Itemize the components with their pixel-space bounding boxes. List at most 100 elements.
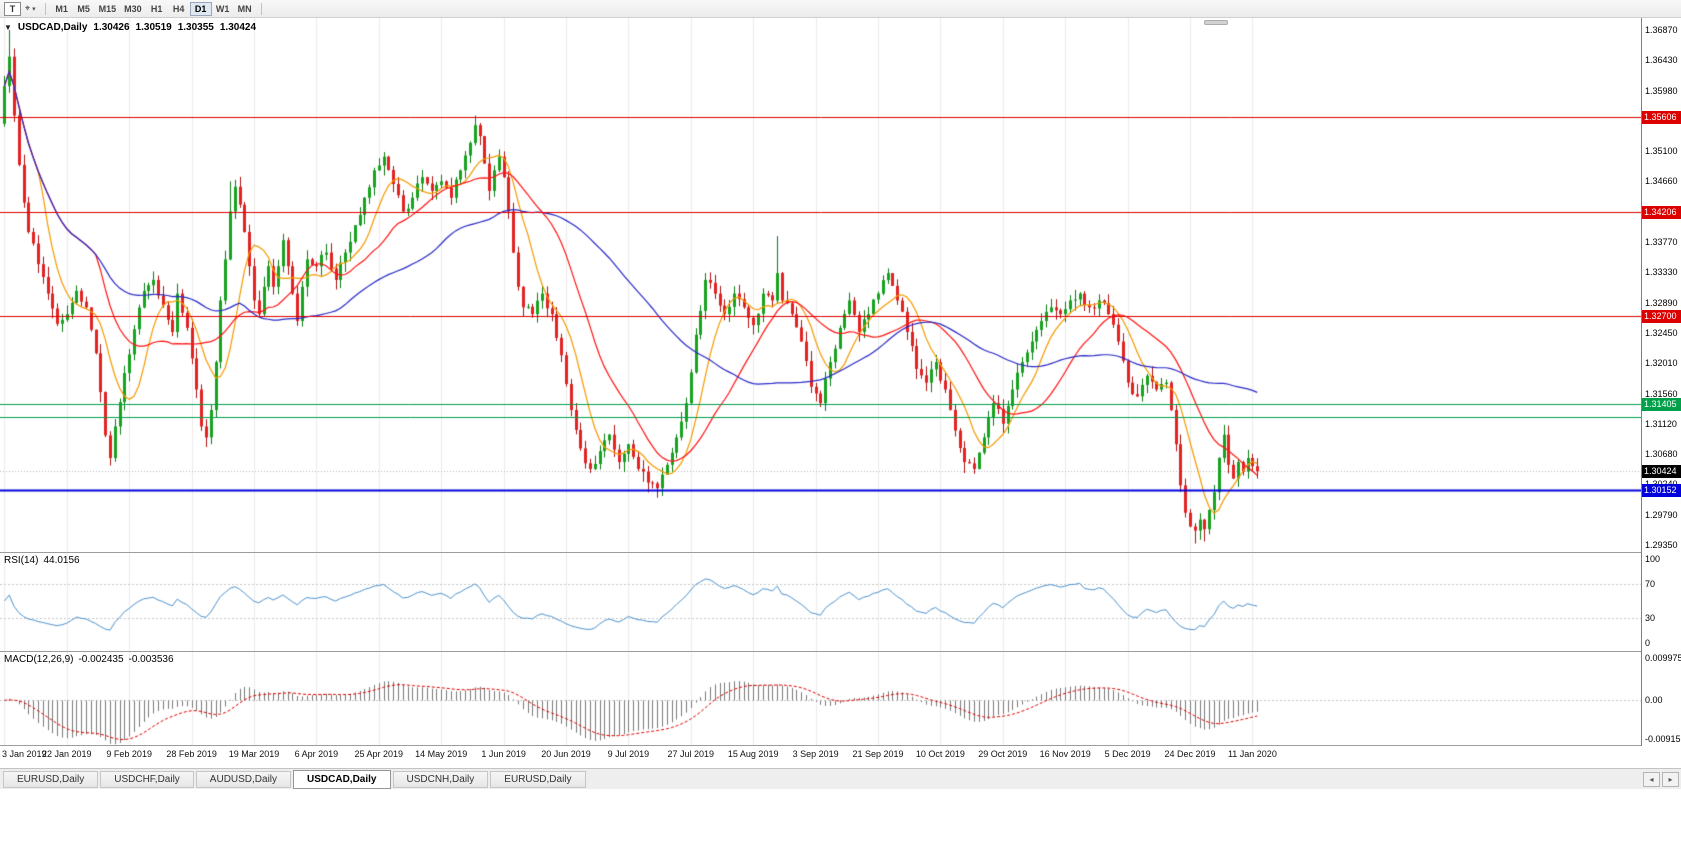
tab-audusd-daily[interactable]: AUDUSD,Daily [195, 770, 292, 788]
date-axis-label: 10 Oct 2019 [915, 749, 965, 759]
date-axis-label: 19 Mar 2019 [228, 749, 280, 759]
timeframe-m1-button[interactable]: M1 [51, 2, 73, 16]
macd-value: -0.002435 [78, 654, 124, 665]
date-axis-label: 16 Nov 2019 [1039, 749, 1091, 759]
toolbar-separator [44, 2, 46, 15]
tab-scroll-left-button[interactable]: ◂ [1643, 771, 1660, 787]
date-axis-label: 24 Dec 2019 [1164, 749, 1216, 759]
price-axis-label: 1.33770 [1645, 237, 1678, 248]
symbol-quote-header: ▼ USDCAD,Daily 1.30426 1.30519 1.30355 1… [4, 22, 256, 33]
tab-usdchf-daily[interactable]: USDCHF,Daily [100, 770, 194, 788]
date-axis-label: 6 Apr 2019 [294, 749, 339, 759]
rsi-indicator-label: RSI(14) 44.0156 [4, 555, 80, 566]
top-toolbar: T ⌖ ▾ M1 M5 M15 M30 H1 H4 D1 W1 MN [0, 0, 1681, 18]
rsi-panel-canvas[interactable] [0, 553, 1641, 651]
price-axis-label: 1.29350 [1645, 539, 1678, 550]
timeframe-h1-button[interactable]: H1 [146, 2, 168, 16]
time-axis[interactable]: 3 Jan 2019 22 Jan 2019 9 Feb 2019 28 Feb 20… [0, 746, 1681, 762]
timeframe-m5-button[interactable]: M5 [73, 2, 95, 16]
panel-divider[interactable] [0, 552, 1681, 553]
date-axis-label: 22 Jan 2019 [42, 749, 92, 759]
tab-eurusd-daily-2[interactable]: EURUSD,Daily [490, 770, 586, 788]
quote-high: 1.30519 [135, 22, 172, 33]
rsi-axis-label: 0 [1645, 638, 1651, 648]
one-click-trading-toggle-icon[interactable]: ▼ [4, 23, 12, 32]
rsi-axis-label: 70 [1645, 579, 1656, 590]
price-line-badge: 1.32700 [1642, 309, 1681, 323]
tab-scroll-right-button[interactable]: ▸ [1662, 771, 1679, 787]
macd-axis-label: -0.00915 [1645, 734, 1681, 744]
price-axis-label: 1.36870 [1645, 24, 1678, 35]
date-axis-label: 3 Jan 2019 [2, 749, 47, 759]
macd-signal-value: -0.003536 [128, 654, 174, 665]
timeframe-m30-button[interactable]: M30 [120, 2, 146, 16]
price-line-badge: 1.34206 [1642, 206, 1681, 220]
macd-indicator-label: MACD(12,26,9) -0.002435 -0.003536 [4, 654, 174, 665]
timeframe-d1-button[interactable]: D1 [189, 1, 212, 16]
date-axis-label: 1 Jun 2019 [481, 749, 526, 759]
timeframe-mn-button[interactable]: MN [234, 2, 256, 16]
macd-panel-canvas[interactable] [0, 652, 1641, 745]
date-axis-label: 14 May 2019 [415, 749, 468, 759]
price-axis-label: 1.31120 [1645, 418, 1677, 429]
chart-scroll-thumb[interactable] [1204, 20, 1228, 25]
price-axis-label: 1.36430 [1645, 55, 1678, 66]
rsi-value: 44.0156 [43, 555, 80, 566]
price-line-badge: 1.31405 [1642, 398, 1681, 412]
date-axis-label: 9 Feb 2019 [106, 749, 152, 759]
symbol-title: USDCAD,Daily [17, 22, 88, 33]
date-axis-label: 21 Sep 2019 [852, 749, 904, 759]
price-axis[interactable]: 1.368701.364301.359801.355401.351001.346… [1641, 18, 1681, 746]
chart-tool-dropdown-button[interactable]: ⌖ ▾ [21, 2, 40, 16]
price-axis-label: 1.32450 [1645, 327, 1678, 338]
macd-name: MACD(12,26,9) [4, 654, 74, 665]
macd-axis-label: 0.00 [1645, 695, 1663, 706]
date-axis-label: 3 Sep 2019 [792, 749, 839, 759]
price-axis-label: 1.30680 [1645, 448, 1678, 459]
quote-close: 1.30424 [219, 22, 257, 33]
date-axis-label: 27 Jul 2019 [667, 749, 715, 759]
tab-eurusd-daily-1[interactable]: EURUSD,Daily [3, 770, 99, 788]
chart-tab-bar: EURUSD,Daily USDCHF,Daily AUDUSD,Daily U… [0, 768, 1681, 789]
text-tool-button[interactable]: T [4, 1, 21, 16]
date-axis-label: 29 Oct 2019 [978, 749, 1028, 759]
toolbar-separator [260, 2, 262, 15]
timeframe-m15-button[interactable]: M15 [95, 2, 121, 16]
price-axis-label: 1.32890 [1645, 297, 1678, 308]
date-axis-label: 11 Jan 2020 [1227, 749, 1277, 759]
price-axis-label: 1.29790 [1645, 509, 1678, 520]
price-axis-label: 1.35100 [1645, 146, 1678, 157]
price-axis-label: 1.31560 [1645, 388, 1678, 399]
price-axis-label: 1.32010 [1645, 357, 1678, 368]
price-line-badge: 1.35606 [1642, 110, 1681, 124]
crosshair-icon: ⌖ [25, 3, 31, 13]
timeframe-w1-button[interactable]: W1 [212, 2, 234, 16]
price-axis-label: 1.33330 [1645, 267, 1678, 278]
panel-divider[interactable] [0, 651, 1681, 652]
chevron-down-icon: ▾ [32, 5, 36, 13]
rsi-axis-label: 100 [1645, 554, 1661, 564]
quote-open: 1.30426 [93, 22, 130, 33]
price-axis-label: 1.34660 [1645, 176, 1678, 187]
current-price-badge: 1.30424 [1642, 465, 1681, 479]
price-line-badge: 1.30152 [1642, 484, 1681, 498]
quote-low: 1.30355 [177, 22, 214, 33]
date-axis-label: 20 Jun 2019 [541, 749, 591, 759]
price-axis-label: 1.30240 [1645, 479, 1678, 489]
date-axis-label: 9 Jul 2019 [607, 749, 650, 759]
date-axis-label: 15 Aug 2019 [727, 749, 779, 759]
tab-usdcad-daily[interactable]: USDCAD,Daily [293, 769, 391, 789]
price-chart-canvas[interactable] [0, 18, 1641, 552]
rsi-name: RSI(14) [4, 555, 39, 566]
tab-usdcnh-daily[interactable]: USDCNH,Daily [392, 770, 489, 788]
panel-divider[interactable] [0, 745, 1681, 746]
rsi-axis-label: 30 [1645, 612, 1656, 623]
date-axis-label: 25 Apr 2019 [354, 749, 404, 759]
macd-axis-label: 0.009975 [1645, 653, 1681, 663]
chart-area: ▼ USDCAD,Daily 1.30426 1.30519 1.30355 1… [0, 18, 1681, 762]
timeframe-h4-button[interactable]: H4 [168, 2, 190, 16]
price-axis-label: 1.35980 [1645, 85, 1678, 96]
date-axis-label: 28 Feb 2019 [166, 749, 217, 759]
date-axis-label: 5 Dec 2019 [1104, 749, 1151, 759]
